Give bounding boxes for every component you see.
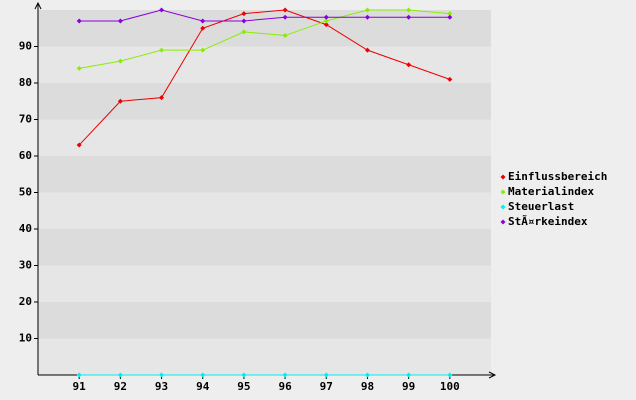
data-point (323, 22, 329, 28)
y-tick-label: 70 (19, 113, 32, 126)
x-tick-label: 98 (361, 380, 374, 393)
data-point (76, 18, 82, 24)
data-point (364, 7, 370, 13)
data-point (406, 7, 412, 13)
data-point (159, 47, 165, 53)
data-point (241, 18, 247, 24)
y-tick-label: 20 (19, 295, 32, 308)
data-point (159, 372, 165, 378)
x-tick-label: 91 (73, 380, 87, 393)
y-tick-label: 90 (19, 40, 32, 53)
data-point (200, 18, 206, 24)
data-point (447, 14, 453, 20)
grid-band (38, 83, 491, 120)
legend-marker (500, 219, 506, 225)
data-point (323, 18, 329, 24)
data-point (159, 7, 165, 13)
data-point (323, 372, 329, 378)
data-point (364, 372, 370, 378)
data-point (241, 11, 247, 17)
data-point (282, 7, 288, 13)
legend-label: Einflussbereich (508, 170, 607, 183)
y-tick-label: 30 (19, 259, 32, 272)
y-tick-label: 50 (19, 186, 32, 199)
x-tick-label: 100 (440, 380, 460, 393)
data-point (282, 14, 288, 20)
data-point (323, 14, 329, 20)
grid-band (38, 229, 491, 266)
grid-band (38, 192, 491, 229)
data-point (282, 33, 288, 39)
legend-label: Materialindex (508, 185, 594, 198)
x-tick-label: 95 (237, 380, 250, 393)
x-axis-arrow (488, 371, 497, 379)
grid-band (38, 302, 491, 339)
series-line (78, 9, 450, 146)
legend-marker (500, 189, 506, 195)
data-point (200, 25, 206, 31)
legend-label: Steuerlast (508, 200, 574, 213)
x-tick-label: 96 (278, 380, 292, 393)
x-tick-label: 92 (114, 380, 127, 393)
x-tick-label: 94 (196, 380, 210, 393)
y-tick-label: 80 (19, 76, 32, 89)
data-point (200, 47, 206, 53)
series-line (79, 9, 450, 22)
grid-band (38, 46, 491, 83)
grid-band (38, 265, 491, 302)
data-point (159, 95, 165, 101)
data-point (76, 65, 82, 71)
y-axis-arrow (34, 1, 42, 10)
data-point (76, 372, 82, 378)
grid-band (38, 338, 491, 375)
data-point (447, 372, 453, 378)
data-point (364, 14, 370, 20)
data-point (406, 14, 412, 20)
data-point (241, 29, 247, 35)
data-point (241, 372, 247, 378)
data-point (406, 372, 412, 378)
series-line (79, 9, 450, 69)
x-tick-label: 97 (320, 380, 333, 393)
data-point (117, 98, 123, 104)
data-point (200, 372, 206, 378)
y-tick-label: 60 (19, 149, 32, 162)
y-tick-label: 40 (19, 222, 32, 235)
data-point (282, 372, 288, 378)
data-point (117, 372, 123, 378)
grid-band (38, 156, 491, 193)
data-point (406, 62, 412, 68)
data-point (117, 58, 123, 64)
data-point (447, 76, 453, 82)
legend-marker (500, 204, 506, 210)
x-tick-label: 93 (155, 380, 168, 393)
grid-band (38, 10, 491, 47)
data-point (117, 18, 123, 24)
data-point (76, 142, 82, 148)
data-point (364, 47, 370, 53)
y-tick-label: 10 (19, 332, 32, 345)
legend-label: StÃ¤rkeindex (508, 215, 588, 228)
legend-marker (500, 174, 506, 180)
x-tick-label: 99 (402, 380, 415, 393)
data-point (447, 11, 453, 17)
grid-band (38, 119, 491, 156)
